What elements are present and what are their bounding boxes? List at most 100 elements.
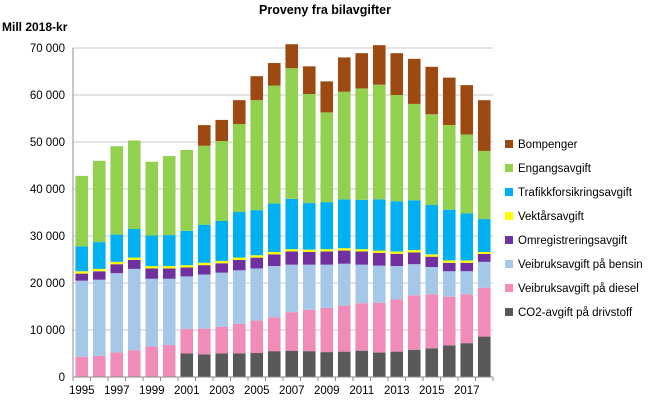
bar-segment	[215, 260, 229, 264]
bar-segment	[390, 53, 404, 95]
bar-segment	[372, 84, 386, 200]
bar-segment	[390, 299, 404, 352]
x-tick-label: 1997	[104, 385, 130, 397]
bar-segment	[407, 200, 421, 251]
bar-segment	[197, 262, 211, 266]
x-tick-label: 2005	[244, 385, 270, 397]
bar-segment	[337, 305, 351, 352]
bar-segment	[372, 250, 386, 253]
bar-segment	[477, 219, 491, 252]
x-tick-label: 1999	[139, 385, 165, 397]
bar-segment	[407, 295, 421, 350]
bar-segment	[162, 345, 176, 377]
legend-label: CO2-avgift på drivstoff	[518, 307, 633, 319]
bar-segment	[355, 53, 369, 89]
legend-swatch	[505, 164, 513, 172]
bar-segment	[285, 251, 299, 265]
bar-segment	[232, 212, 246, 258]
bar-segment	[127, 257, 141, 260]
bar-segment	[215, 272, 229, 327]
bar-segment	[180, 230, 194, 266]
bar-segment	[390, 253, 404, 267]
bar-segment	[145, 266, 159, 269]
bar-segment	[267, 317, 281, 352]
bar-segment	[442, 125, 456, 210]
bar-segment	[145, 346, 159, 377]
bar-segment	[145, 161, 159, 236]
bar-segment	[477, 253, 491, 262]
bar-segment	[215, 263, 229, 273]
bar-segment	[110, 273, 124, 353]
bar-segment	[442, 260, 456, 263]
bar-segment	[232, 323, 246, 354]
bar-segment	[460, 294, 474, 344]
bar-segment	[407, 58, 421, 104]
bar-segment	[110, 264, 124, 274]
bar-segment	[232, 257, 246, 260]
bar-segment	[442, 262, 456, 272]
bar-segment	[197, 145, 211, 225]
bar-segment	[250, 268, 264, 321]
bar-segment	[337, 250, 351, 264]
legend-label: Vektårsavgift	[518, 211, 585, 223]
bar-segment	[407, 264, 421, 296]
y-tick-label: 40 000	[30, 184, 65, 196]
bar-segment	[232, 353, 246, 377]
bar-segment	[477, 261, 491, 288]
bar-segment	[320, 307, 334, 353]
bar-segment	[75, 273, 89, 281]
bar-segment	[215, 326, 229, 354]
bar-segment	[250, 353, 264, 377]
bar-segment	[302, 94, 316, 204]
bar-segment	[215, 141, 229, 221]
bar-segment	[110, 146, 124, 235]
bar-segment	[197, 224, 211, 263]
bar-segment	[92, 355, 106, 377]
bar-segment	[460, 271, 474, 295]
bar-segment	[320, 264, 334, 308]
x-tick-label: 2015	[419, 385, 445, 397]
bar-segment	[372, 45, 386, 85]
bar-segment	[110, 352, 124, 377]
bar-segment	[477, 287, 491, 337]
bar-segment	[75, 271, 89, 274]
bar-segment	[285, 198, 299, 250]
bar-segment	[355, 88, 369, 200]
bar-segment	[407, 250, 421, 253]
bar-segment	[180, 149, 194, 231]
bar-segment	[232, 100, 246, 125]
bar-segment	[127, 140, 141, 229]
bar-segment	[407, 349, 421, 377]
bar-segment	[372, 302, 386, 353]
bar-segment	[162, 235, 176, 267]
bar-segment	[442, 271, 456, 297]
bar-segment	[92, 160, 106, 243]
x-tick-label: 2003	[209, 385, 235, 397]
bar-segment	[180, 265, 194, 268]
bar-segment	[75, 246, 89, 272]
bar-segment	[320, 202, 334, 250]
y-tick-label: 50 000	[30, 137, 65, 149]
bar-segment	[145, 235, 159, 267]
bar-segment	[302, 309, 316, 352]
legend-label: Veibruksavgift på diesel	[518, 283, 639, 295]
legend-swatch	[505, 284, 513, 292]
bar-segment	[460, 213, 474, 261]
bar-segment	[477, 150, 491, 220]
chart-title: Proveny fra bilavgifter	[259, 3, 391, 17]
legend-swatch	[505, 140, 513, 148]
bar-segment	[127, 268, 141, 351]
bar-segment	[460, 262, 474, 272]
bar-segment	[390, 201, 404, 252]
bar-segment	[267, 203, 281, 252]
bar-segment	[215, 220, 229, 261]
bar-segment	[285, 312, 299, 351]
bar-segment	[162, 268, 176, 279]
bar-segment	[355, 251, 369, 265]
bar-segment	[477, 251, 491, 254]
bar-segment	[425, 348, 439, 377]
bar-segment	[302, 66, 316, 95]
bar-segment	[232, 270, 246, 324]
bar-segment	[250, 255, 264, 258]
bar-segment	[197, 274, 211, 329]
